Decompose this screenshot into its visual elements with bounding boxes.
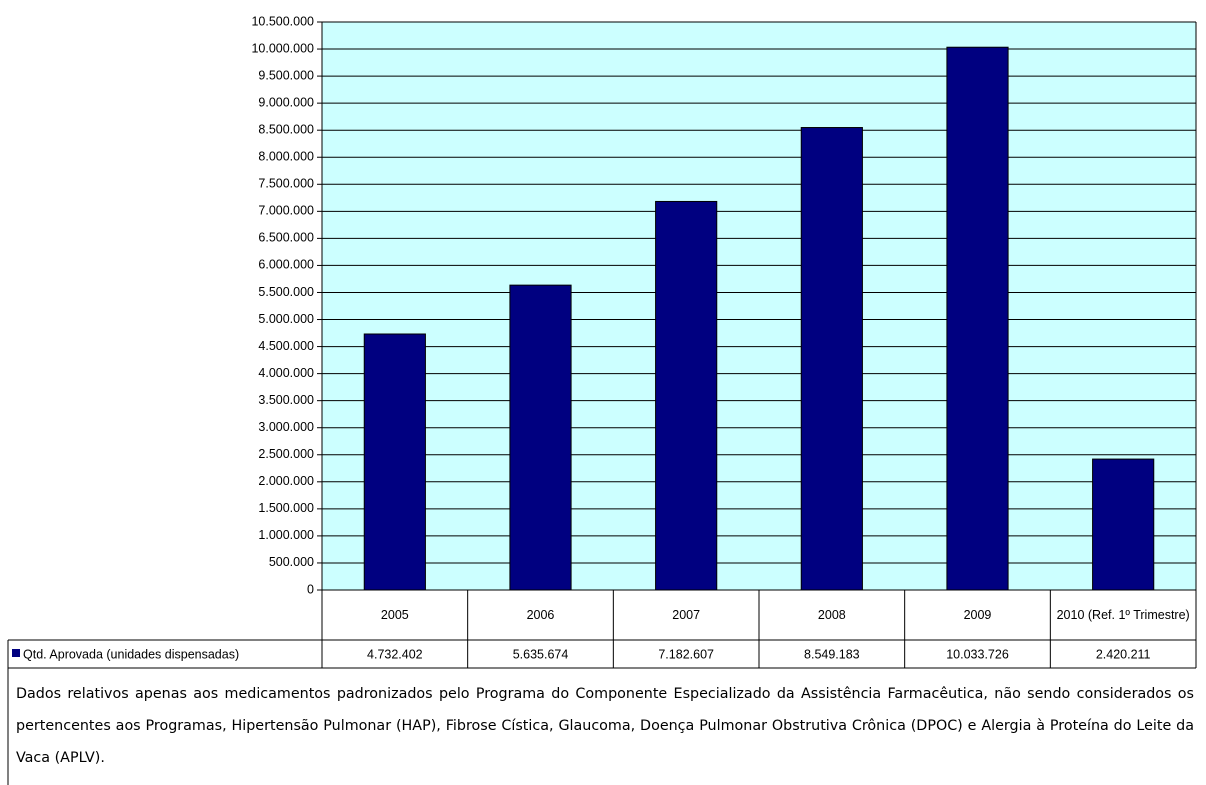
value-label: 5.635.674 xyxy=(513,647,569,661)
y-tick-label: 2.000.000 xyxy=(258,474,314,488)
x-tick-cell: 2008 xyxy=(817,608,846,622)
y-tick-label: 9.500.000 xyxy=(258,68,314,82)
x-tick-cell: 2006 xyxy=(526,608,555,622)
bar xyxy=(655,200,718,591)
x-tick-cell: 2010 (Ref. 1º Trimestre) xyxy=(1056,608,1190,622)
bar xyxy=(509,284,572,591)
bar xyxy=(800,127,863,591)
y-tick-label: 4.500.000 xyxy=(258,339,314,353)
x-tick-cell: 2009 xyxy=(963,608,992,622)
y-tick-label: 7.500.000 xyxy=(258,177,314,191)
x-tick-label: 2005 xyxy=(380,608,409,622)
y-tick-label: 7.000.000 xyxy=(258,204,314,218)
x-tick-label: 2010 (Ref. 1º Trimestre) xyxy=(1056,608,1190,622)
x-tick-label: 2007 xyxy=(672,608,701,622)
x-tick-label: 2009 xyxy=(963,608,992,622)
y-tick-label: 500.000 xyxy=(269,555,314,569)
bar xyxy=(946,46,1009,591)
value-label: 10.033.726 xyxy=(946,647,1009,661)
y-tick-label: 10.000.000 xyxy=(251,41,314,55)
y-tick-label: 3.500.000 xyxy=(258,393,314,407)
x-tick-cell: 2007 xyxy=(672,608,701,622)
plot-area xyxy=(322,22,1196,590)
x-tick-cell: 2005 xyxy=(380,608,409,622)
y-tick-label: 6.500.000 xyxy=(258,231,314,245)
bar xyxy=(1092,458,1155,591)
y-tick-label: 5.500.000 xyxy=(258,285,314,299)
x-tick-label: 2008 xyxy=(817,608,846,622)
y-tick-label: 0 xyxy=(307,582,314,596)
y-tick-label: 10.500.000 xyxy=(251,14,314,28)
note: Dados relativos apenas aos medicamentos … xyxy=(16,686,1194,766)
value-label: 7.182.607 xyxy=(658,647,714,661)
x-tick-label: 2006 xyxy=(526,608,555,622)
y-tick-label: 4.000.000 xyxy=(258,366,314,380)
y-tick-label: 1.500.000 xyxy=(258,501,314,515)
value-label: 2.420.211 xyxy=(1096,647,1151,661)
y-tick-label: 1.000.000 xyxy=(258,528,314,542)
bar xyxy=(363,333,426,591)
y-tick-label: 2.500.000 xyxy=(258,447,314,461)
y-tick-label: 8.500.000 xyxy=(258,122,314,136)
y-tick-label: 5.000.000 xyxy=(258,312,314,326)
value-label: 8.549.183 xyxy=(804,647,860,661)
y-tick-label: 3.000.000 xyxy=(258,420,314,434)
y-tick-label: 6.000.000 xyxy=(258,258,314,272)
legend-label: Qtd. Aprovada (unidades dispensadas) xyxy=(23,647,239,661)
y-tick-label: 8.000.000 xyxy=(258,150,314,164)
legend-key xyxy=(12,649,20,657)
y-tick-label: 9.000.000 xyxy=(258,95,314,109)
value-label: 4.732.402 xyxy=(367,647,423,661)
